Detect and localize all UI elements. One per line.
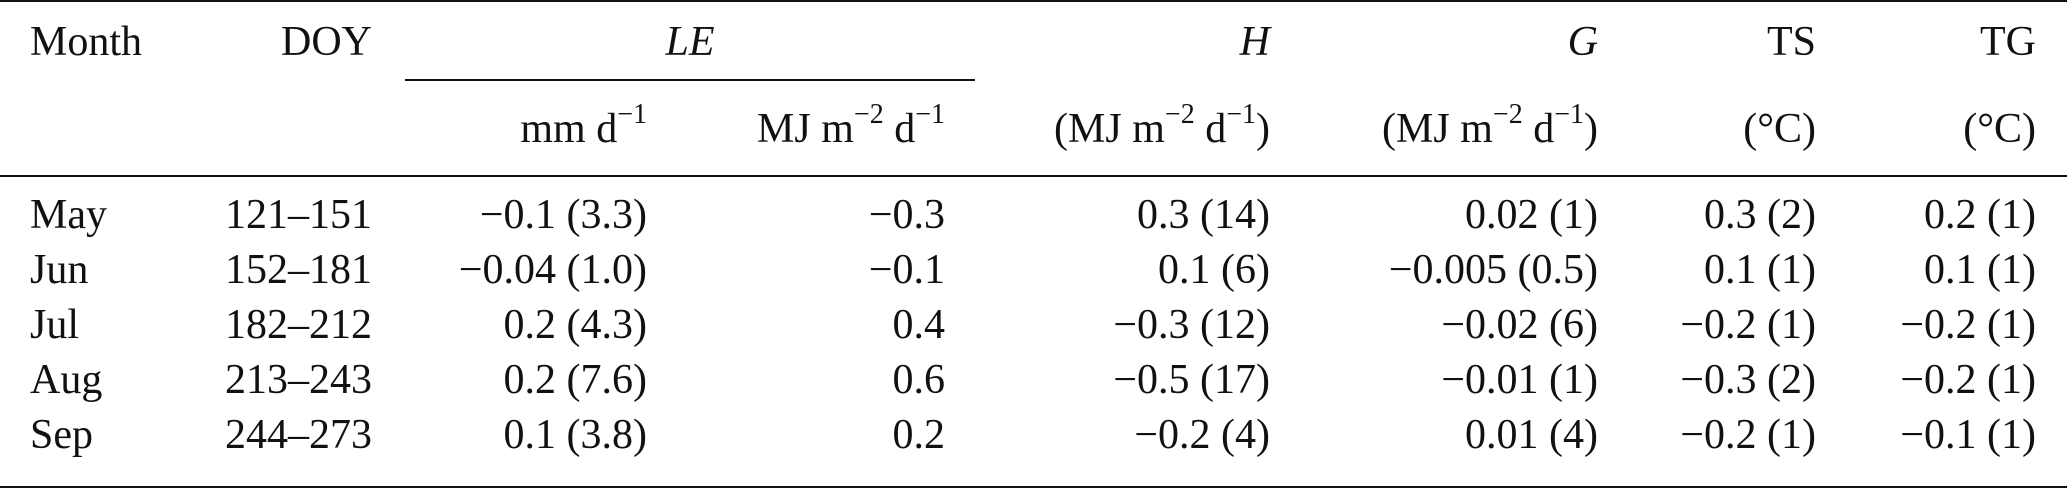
unit-g: (MJ m−2 d−1) xyxy=(1382,99,1598,153)
table-bottom-rule xyxy=(0,486,2067,488)
cell-doy: 121–151 xyxy=(225,192,372,238)
cell-le-mj: 0.4 xyxy=(892,302,946,348)
cell-le-mm: 0.1 (3.8) xyxy=(503,412,647,458)
unit-le-mj: MJ m−2 d−1 xyxy=(757,99,945,153)
cell-le-mm: 0.2 (7.6) xyxy=(503,357,647,403)
cell-tg: 0.1 (1) xyxy=(1924,247,2036,293)
cell-ts: −0.3 (2) xyxy=(1680,357,1816,403)
cell-le-mj: −0.1 xyxy=(868,247,945,293)
cell-g: 0.01 (4) xyxy=(1465,412,1598,458)
cell-tg: −0.1 (1) xyxy=(1900,412,2036,458)
header-tg: TG xyxy=(1980,19,2036,65)
cell-g: −0.02 (6) xyxy=(1441,302,1598,348)
header-h: H xyxy=(1239,19,1270,65)
cell-month: Jul xyxy=(30,302,80,348)
unit-h: (MJ m−2 d−1) xyxy=(1054,99,1270,153)
table-top-rule xyxy=(0,0,2067,2)
cell-le-mm: −0.04 (1.0) xyxy=(458,247,647,293)
cell-month: Jun xyxy=(30,247,89,293)
header-g: G xyxy=(1567,19,1598,65)
cell-h: −0.3 (12) xyxy=(1113,302,1270,348)
unit-tg: (°C) xyxy=(1963,106,2036,152)
cell-month: Aug xyxy=(30,357,103,403)
le-group-rule xyxy=(405,79,975,81)
cell-le-mj: 0.2 xyxy=(892,412,946,458)
cell-h: −0.5 (17) xyxy=(1113,357,1270,403)
cell-ts: 0.1 (1) xyxy=(1704,247,1816,293)
cell-doy: 152–181 xyxy=(225,247,372,293)
cell-le-mj: −0.3 xyxy=(868,192,945,238)
cell-ts: −0.2 (1) xyxy=(1680,302,1816,348)
cell-le-mm: 0.2 (4.3) xyxy=(503,302,647,348)
cell-g: 0.02 (1) xyxy=(1465,192,1598,238)
cell-ts: −0.2 (1) xyxy=(1680,412,1816,458)
cell-month: Sep xyxy=(30,412,93,458)
header-month: Month xyxy=(30,19,143,65)
cell-h: 0.3 (14) xyxy=(1137,192,1270,238)
cell-doy: 244–273 xyxy=(225,412,372,458)
table-header-rule xyxy=(0,175,2067,177)
cell-tg: −0.2 (1) xyxy=(1900,302,2036,348)
cell-g: −0.005 (0.5) xyxy=(1388,247,1598,293)
cell-h: −0.2 (4) xyxy=(1134,412,1270,458)
cell-doy: 213–243 xyxy=(225,357,372,403)
header-doy: DOY xyxy=(281,19,372,65)
unit-le-mm: mm d−1 xyxy=(520,99,647,153)
unit-ts: (°C) xyxy=(1743,106,1816,152)
cell-h: 0.1 (6) xyxy=(1158,247,1270,293)
cell-ts: 0.3 (2) xyxy=(1704,192,1816,238)
cell-month: May xyxy=(30,192,107,238)
header-ts: TS xyxy=(1766,19,1816,65)
header-le: LE xyxy=(665,19,715,65)
cell-doy: 182–212 xyxy=(225,302,372,348)
cell-tg: 0.2 (1) xyxy=(1924,192,2036,238)
cell-tg: −0.2 (1) xyxy=(1900,357,2036,403)
cell-le-mj: 0.6 xyxy=(892,357,946,403)
cell-g: −0.01 (1) xyxy=(1441,357,1598,403)
cell-le-mm: −0.1 (3.3) xyxy=(479,192,647,238)
